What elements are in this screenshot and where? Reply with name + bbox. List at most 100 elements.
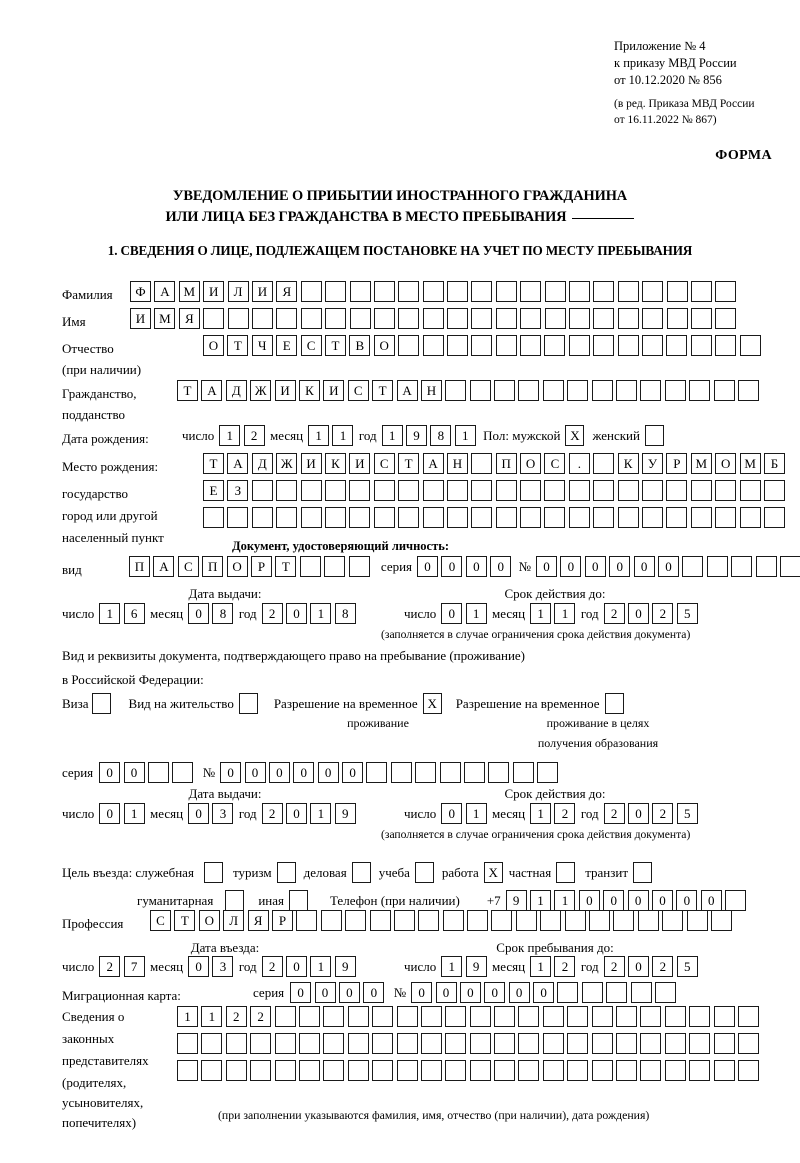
legal-rep-2-cell[interactable] [177,1033,198,1054]
doc-issue-year-3[interactable]: 1 [310,603,332,624]
permit-issue-month-1[interactable]: 0 [188,803,210,824]
legal-rep-2-cell[interactable] [494,1033,516,1054]
legal-rep-2-cell[interactable] [323,1033,345,1054]
patronymic-cell[interactable] [690,335,712,356]
entry-year-1[interactable]: 2 [261,956,283,977]
legal-rep-1-cell[interactable] [494,1006,516,1027]
patronymic-cell[interactable] [715,335,737,356]
doc-number-cell[interactable]: 0 [609,556,631,577]
citizenship-cell[interactable]: А [396,380,418,401]
patronymic-cell[interactable] [398,335,420,356]
birthplace-state2-cell[interactable] [739,480,761,501]
permit-issue-year-3[interactable]: 1 [310,803,332,824]
profession-cell[interactable] [613,910,635,931]
permit-number-cell[interactable]: 0 [317,762,339,783]
profession-cell[interactable]: С [150,910,171,931]
citizenship-cell[interactable]: К [298,380,320,401]
doc-number-cell[interactable] [731,556,753,577]
birthplace-state-cell[interactable]: С [544,453,566,474]
legal-rep-2-cell[interactable] [298,1033,320,1054]
surname-cell[interactable]: И [251,281,273,302]
legal-rep-3-cell[interactable] [445,1060,467,1081]
phone-cell[interactable]: 0 [603,890,625,911]
mcard-series-cell[interactable]: 0 [338,982,360,1003]
birthplace-state-cell[interactable] [593,453,615,474]
legal-rep-2-cell[interactable] [274,1033,296,1054]
surname-cell[interactable] [447,281,469,302]
patronymic-cell[interactable] [617,335,639,356]
permit-number-cell[interactable]: 0 [220,762,242,783]
firstname-cell[interactable]: М [154,308,176,329]
legal-rep-2-cell[interactable] [689,1033,711,1054]
phone-cell[interactable] [725,890,747,911]
mcard-number-cell[interactable] [606,982,628,1003]
birthplace-state2-cell[interactable] [690,480,712,501]
permit-issue-year-4[interactable]: 9 [334,803,356,824]
doc-number-cell[interactable] [706,556,728,577]
firstname-cell[interactable] [617,308,639,329]
birthplace-city-cell[interactable] [666,507,688,528]
citizenship-cell[interactable]: Т [372,380,394,401]
legal-rep-3-cell[interactable] [372,1060,394,1081]
checkbox-purpose-service[interactable] [203,862,223,883]
surname-cell[interactable] [349,281,371,302]
firstname-cell[interactable]: Я [178,308,200,329]
doc-number-cell[interactable]: 0 [657,556,679,577]
permit-valid-year-2[interactable]: 0 [628,803,649,824]
doc-issue-year-1[interactable]: 2 [261,603,283,624]
permit-valid-year-4[interactable]: 5 [676,803,698,824]
legal-rep-3-cell[interactable] [323,1060,345,1081]
permit-series-cell[interactable]: 0 [123,762,145,783]
doc-series-cell[interactable]: 0 [465,556,487,577]
surname-cell[interactable] [520,281,542,302]
birthplace-city-cell[interactable] [324,507,346,528]
phone-cell[interactable]: 0 [652,890,673,911]
surname-cell[interactable] [544,281,566,302]
birthplace-state-cell[interactable]: Т [398,453,420,474]
birthplace-city-cell[interactable] [276,507,298,528]
patronymic-cell[interactable]: Т [324,335,346,356]
birthplace-city-cell[interactable] [690,507,712,528]
legal-rep-1-cell[interactable] [420,1006,442,1027]
surname-cell[interactable]: Л [227,281,249,302]
doc-kind-cell[interactable]: Р [250,556,272,577]
birthplace-state-cell[interactable]: А [422,453,444,474]
birthplace-state-cell[interactable]: К [617,453,639,474]
permit-valid-month-2[interactable]: 2 [554,803,576,824]
legal-rep-3-cell[interactable] [494,1060,516,1081]
profession-cell[interactable]: Р [271,910,293,931]
birthplace-state2-cell[interactable] [666,480,688,501]
phone-cell[interactable]: 0 [700,890,722,911]
checkbox-visa[interactable] [91,693,111,714]
firstname-cell[interactable] [373,308,395,329]
doc-issue-month-2[interactable]: 8 [212,603,234,624]
firstname-cell[interactable] [422,308,444,329]
profession-cell[interactable] [296,910,318,931]
field-legal-rep-row-3[interactable] [177,1060,762,1081]
citizenship-cell[interactable]: Н [420,380,442,401]
patronymic-cell[interactable] [568,335,590,356]
stay-day-1[interactable]: 1 [441,956,463,977]
doc-valid-day-2[interactable]: 1 [465,603,487,624]
legal-rep-3-cell[interactable] [469,1060,491,1081]
birthplace-city-cell[interactable] [349,507,371,528]
birthplace-state2-cell[interactable] [422,480,444,501]
mcard-number-cell[interactable]: 0 [484,982,506,1003]
permit-valid-year-1[interactable]: 2 [603,803,625,824]
legal-rep-3-cell[interactable] [689,1060,711,1081]
firstname-cell[interactable] [300,308,322,329]
permit-number-cell[interactable]: 0 [293,762,315,783]
checkbox-purpose-business[interactable] [351,862,371,883]
field-legal-rep-row-2[interactable] [177,1033,762,1054]
legal-rep-1-cell[interactable] [469,1006,491,1027]
permit-number-cell[interactable]: 0 [342,762,364,783]
surname-cell[interactable] [666,281,688,302]
citizenship-cell[interactable]: И [274,380,296,401]
birthplace-state-cell[interactable]: М [739,453,761,474]
legal-rep-3-cell[interactable] [420,1060,442,1081]
surname-cell[interactable] [398,281,420,302]
